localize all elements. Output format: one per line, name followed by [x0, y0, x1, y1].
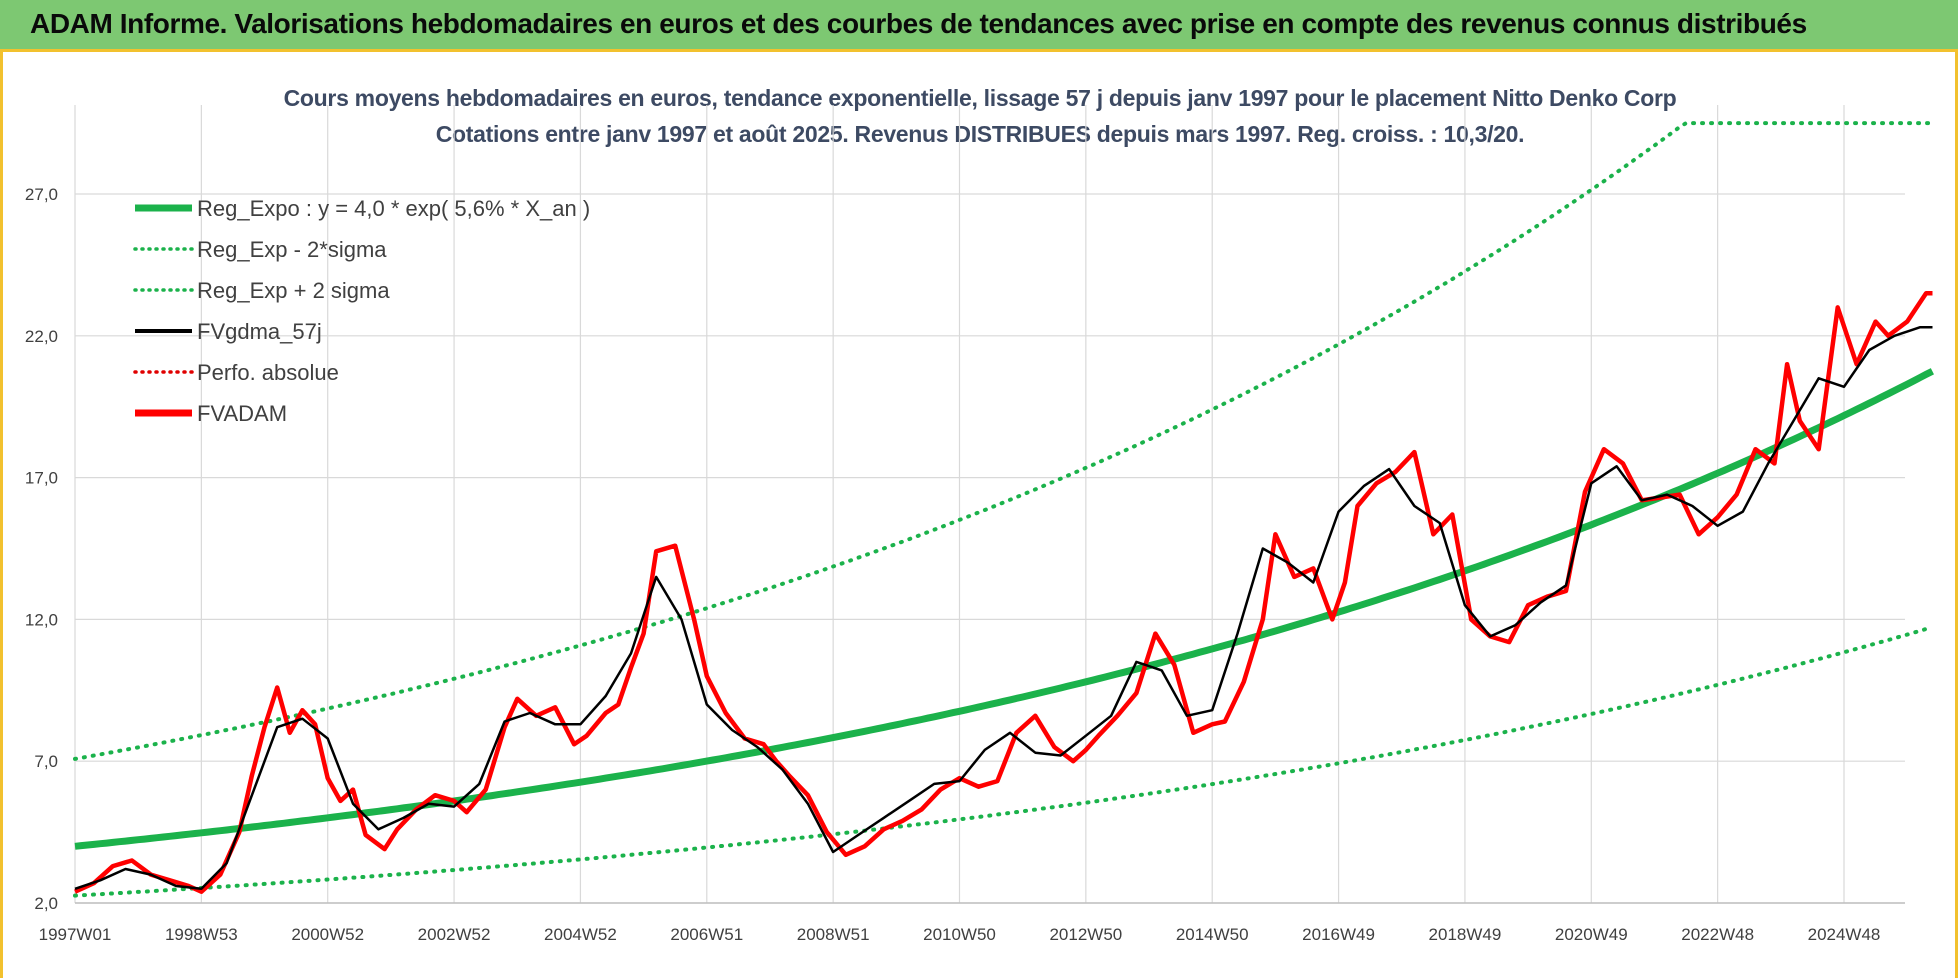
x-tick-label: 2022W48 — [1681, 925, 1754, 944]
y-tick-label: 12,0 — [25, 610, 58, 629]
x-tick-label: 2000W52 — [291, 925, 364, 944]
report-banner: ADAM Informe. Valorisations hebdomadaire… — [0, 0, 1958, 52]
x-tick-label: 2002W52 — [418, 925, 491, 944]
x-tick-label: 2024W48 — [1808, 925, 1881, 944]
y-tick-label: 7,0 — [34, 752, 58, 771]
right-border-accent — [1955, 52, 1958, 978]
chart-title: Cours moyens hebdomadaires en euros, ten… — [283, 85, 1677, 111]
x-tick-label: 2008W51 — [797, 925, 870, 944]
left-border-accent — [0, 52, 3, 978]
x-tick-label: 1997W01 — [39, 925, 112, 944]
legend-label: FVgdma_57j — [197, 319, 322, 344]
legend-label: FVADAM — [197, 401, 287, 426]
y-tick-label: 17,0 — [25, 469, 58, 488]
chart-subtitle: Cotations entre janv 1997 et août 2025. … — [435, 121, 1525, 147]
x-tick-label: 2012W50 — [1049, 925, 1122, 944]
x-tick-label: 2016W49 — [1302, 925, 1375, 944]
x-tick-label: 2020W49 — [1555, 925, 1628, 944]
series-layer — [73, 121, 1935, 898]
legend-label: Reg_Expo : y = 4,0 * exp( 5,6% * X_an ) — [197, 196, 590, 221]
axis-layer: 2,0 7,0 12,0 17,0 22,0 27,0 1997W01 1998W53 2000… — [25, 185, 1905, 944]
banner-title: ADAM Informe. Valorisations hebdomadaire… — [30, 8, 1807, 39]
y-tick-label: 2,0 — [34, 894, 58, 913]
fvgdma-57j-line — [74, 326, 1933, 891]
reg-expo-trend-line — [74, 368, 1934, 850]
chart-title-block: Cours moyens hebdomadaires en euros, ten… — [180, 80, 1780, 152]
x-tick-label: 2004W52 — [544, 925, 617, 944]
legend-label: Reg_Exp + 2 sigma — [197, 278, 390, 303]
y-tick-label: 27,0 — [25, 185, 58, 204]
chart-legend: Reg_Expo : y = 4,0 * exp( 5,6% * X_an ) R… — [133, 196, 590, 426]
x-tick-label: 2018W49 — [1429, 925, 1502, 944]
x-tick-label: 2014W50 — [1176, 925, 1249, 944]
x-tick-label: 2010W50 — [923, 925, 996, 944]
legend-label: Reg_Exp - 2*sigma — [197, 237, 387, 262]
y-tick-label: 22,0 — [25, 327, 58, 346]
fvadam-line — [74, 291, 1933, 894]
reg-exp-upper-band — [73, 121, 1935, 761]
x-tick-label: 1998W53 — [165, 925, 238, 944]
x-tick-label: 2006W51 — [670, 925, 743, 944]
legend-label: Perfo. absolue — [197, 360, 339, 385]
